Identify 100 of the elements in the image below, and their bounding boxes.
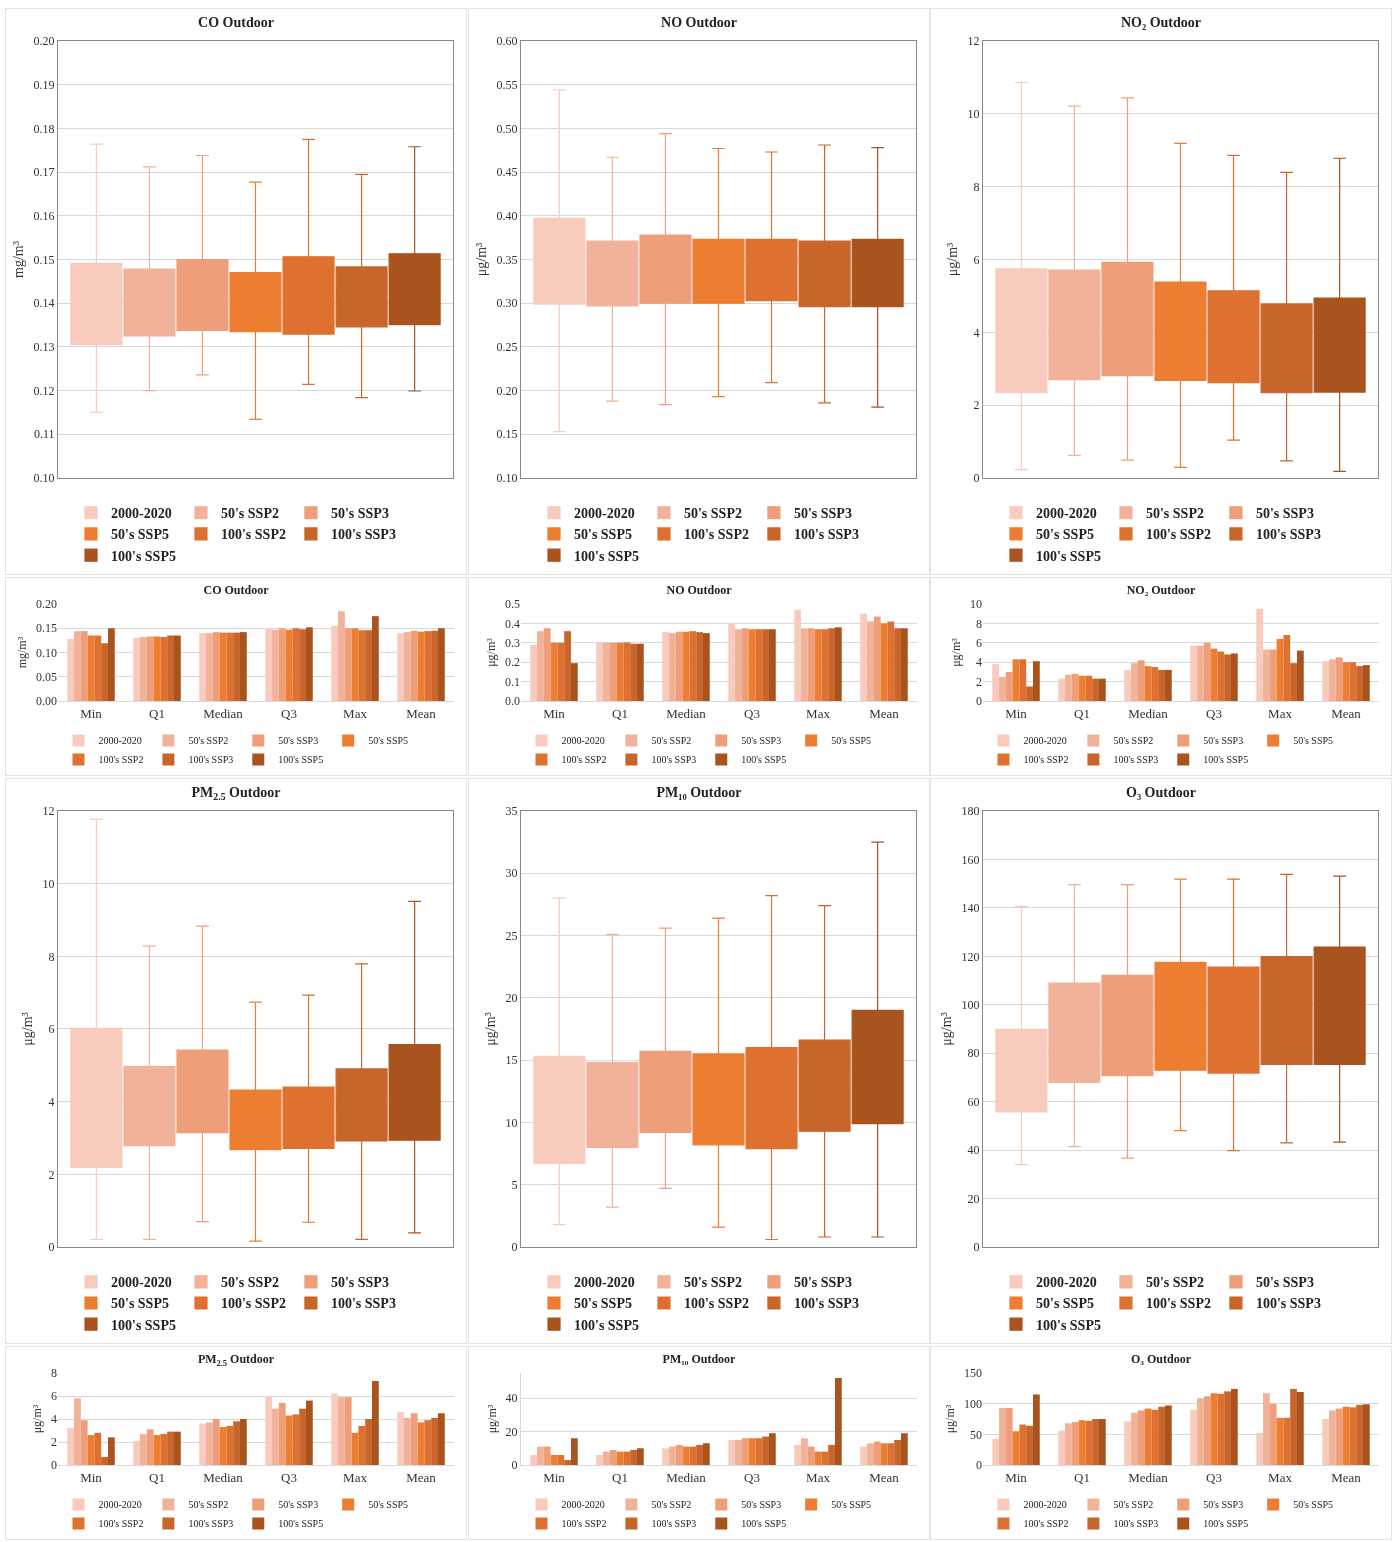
legend-label: 100's SSP3 bbox=[188, 754, 234, 766]
bar bbox=[755, 629, 763, 701]
bar bbox=[768, 629, 776, 701]
bar bbox=[1256, 1433, 1264, 1465]
legend-label: 100's SSP2 bbox=[683, 527, 749, 543]
bar bbox=[609, 642, 617, 701]
bar bbox=[860, 613, 868, 701]
bar bbox=[365, 630, 372, 701]
bar bbox=[1322, 1419, 1330, 1465]
legend-label: 2000-2020 bbox=[1036, 1275, 1097, 1291]
y-tick-label: 0.60 bbox=[496, 34, 518, 49]
bar bbox=[755, 1438, 763, 1465]
bar bbox=[801, 1438, 808, 1465]
bar bbox=[801, 628, 808, 701]
bar bbox=[1005, 671, 1013, 701]
bar bbox=[292, 1414, 300, 1465]
y-tick-label: 0.3 bbox=[505, 636, 520, 650]
legend-label: 100's SSP5 bbox=[278, 754, 324, 766]
y-tick-label: 50 bbox=[970, 1427, 982, 1442]
bar bbox=[900, 1433, 908, 1465]
bar bbox=[107, 1437, 115, 1465]
y-tick-label: 0.55 bbox=[496, 77, 518, 92]
bar bbox=[299, 629, 306, 701]
y-tick-label: 6 bbox=[48, 1022, 55, 1037]
bar bbox=[397, 633, 405, 701]
legend-label: 2000-2020 bbox=[1036, 506, 1097, 522]
bar bbox=[74, 631, 81, 701]
legend-label: 50's SSP2 bbox=[651, 1499, 692, 1511]
legend-label: 100's SSP5 bbox=[1036, 548, 1101, 564]
bar bbox=[630, 643, 637, 701]
legend-label: 100's SSP3 bbox=[651, 754, 697, 766]
y-tick-label: 150 bbox=[964, 1366, 982, 1381]
bar bbox=[1158, 669, 1165, 701]
bar bbox=[1158, 1406, 1165, 1465]
bar bbox=[543, 1446, 551, 1465]
chart-title: NO₂ Outdoor bbox=[1126, 583, 1196, 598]
bar bbox=[1085, 675, 1093, 701]
x-tick-label: Max bbox=[343, 705, 368, 721]
y-tick-label: 8 bbox=[48, 949, 55, 964]
y-tick-label: 10 bbox=[970, 597, 982, 612]
legend-label: 50's SSP3 bbox=[741, 735, 782, 747]
bar bbox=[603, 1451, 610, 1465]
bar bbox=[292, 628, 300, 701]
legend-label: 100's SSP2 bbox=[561, 754, 607, 766]
bar bbox=[557, 1454, 565, 1465]
bar bbox=[431, 630, 438, 701]
bar bbox=[331, 625, 339, 701]
y-tick-label: 20 bbox=[967, 1191, 980, 1206]
legend-label: 50's SSP3 bbox=[330, 506, 389, 522]
bar bbox=[1256, 608, 1264, 701]
bar bbox=[735, 629, 742, 701]
y-tick-label: 8 bbox=[976, 616, 982, 631]
x-tick-label: Max bbox=[806, 1469, 831, 1485]
legend-label: 50's SSP3 bbox=[278, 1499, 319, 1511]
bar bbox=[80, 1420, 88, 1465]
x-tick-label: Median bbox=[203, 1469, 244, 1485]
legend-label: 100's SSP3 bbox=[793, 527, 859, 543]
chart-title: PM₁₀ Outdoor bbox=[662, 1352, 737, 1367]
bar bbox=[146, 1429, 154, 1465]
bar bbox=[410, 1413, 418, 1465]
bar bbox=[794, 609, 802, 701]
bar bbox=[431, 1417, 438, 1465]
y-tick-label: 100 bbox=[964, 1396, 982, 1411]
y-axis-title: μg/m³ bbox=[943, 1404, 958, 1434]
bar bbox=[233, 632, 240, 701]
y-tick-label: 10 bbox=[967, 107, 980, 122]
bar bbox=[1290, 1388, 1297, 1465]
y-tick-label: 2 bbox=[973, 398, 980, 413]
bar bbox=[630, 1449, 637, 1465]
bar bbox=[1356, 1404, 1363, 1465]
bar bbox=[1197, 1398, 1204, 1465]
bar bbox=[570, 663, 578, 701]
bar bbox=[543, 628, 551, 701]
bar bbox=[689, 631, 697, 701]
bar bbox=[1190, 1409, 1198, 1465]
y-tick-label: 0.15 bbox=[496, 427, 518, 442]
bar bbox=[1071, 673, 1079, 701]
y-tick-label: 4 bbox=[976, 655, 982, 670]
bar bbox=[728, 1439, 736, 1465]
y-tick-label: 40 bbox=[967, 1143, 980, 1158]
bar bbox=[140, 1433, 147, 1465]
bar bbox=[1164, 1405, 1172, 1465]
bar bbox=[1032, 1394, 1040, 1465]
bar bbox=[1263, 649, 1270, 701]
legend-label: 50's SSP2 bbox=[683, 506, 742, 522]
bar bbox=[67, 638, 75, 701]
bar bbox=[564, 1459, 571, 1465]
bar bbox=[206, 1422, 213, 1465]
bar bbox=[94, 1432, 102, 1465]
legend-label: 50's SSP2 bbox=[1145, 1275, 1204, 1291]
bar bbox=[239, 1419, 247, 1465]
bar bbox=[662, 1448, 670, 1465]
x-tick-label: Q1 bbox=[149, 1469, 165, 1485]
bar bbox=[669, 633, 676, 701]
bar bbox=[696, 632, 703, 701]
legend-label: 2000-2020 bbox=[111, 1275, 172, 1291]
bar bbox=[331, 1393, 339, 1465]
bar bbox=[1190, 645, 1198, 701]
legend-label: 100's SSP5 bbox=[574, 548, 639, 564]
y-tick-label: 12 bbox=[967, 34, 980, 49]
